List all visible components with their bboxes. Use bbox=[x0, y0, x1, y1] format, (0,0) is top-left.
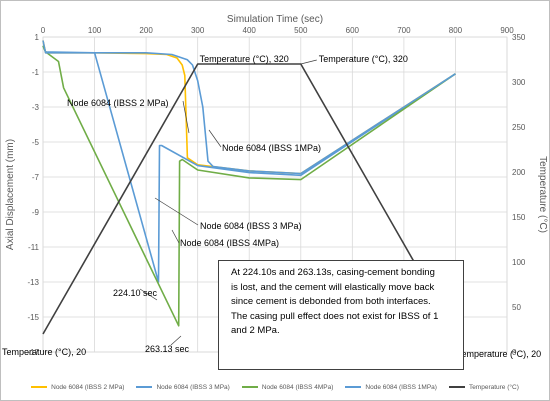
y-tick-label: -9 bbox=[32, 208, 40, 217]
annotation-leader bbox=[171, 229, 180, 244]
annotation-leader bbox=[170, 335, 182, 346]
x-tick-label: 900 bbox=[500, 26, 514, 35]
annotation-label: Temperature (°C), 20 bbox=[2, 347, 86, 357]
series-line bbox=[42, 45, 456, 327]
y-tick-label: -3 bbox=[32, 103, 40, 112]
note-line: and 2 MPa. bbox=[231, 325, 280, 336]
annotation-leader bbox=[300, 59, 317, 65]
legend-label: Node 6084 (IBSS 2 MPa) bbox=[51, 383, 125, 391]
x-tick-label: 700 bbox=[397, 26, 411, 35]
series-lines bbox=[42, 40, 457, 335]
annotation-label: Node 6084 (IBSS 3 MPa) bbox=[200, 221, 302, 231]
annotation-label: Temperature (°C), 20 bbox=[457, 349, 541, 359]
annotations: Temperature (°C), 320 Temperature (°C), 3… bbox=[2, 54, 541, 359]
y-tick-label: 1 bbox=[35, 33, 40, 42]
x-tick-label: 200 bbox=[139, 26, 153, 35]
legend-item: Node 6084 (IBSS 3 MPa) bbox=[136, 383, 230, 391]
x-tick-label: 800 bbox=[449, 26, 463, 35]
annotation-label: 224.10 sec bbox=[113, 288, 158, 298]
chart-legend: Node 6084 (IBSS 2 MPa) Node 6084 (IBSS 3… bbox=[0, 380, 550, 394]
y-axis-title: Axial Displacement (mm) bbox=[5, 139, 16, 250]
annotation-leader bbox=[139, 288, 158, 301]
legend-swatch bbox=[448, 386, 465, 388]
x-tick-label: 0 bbox=[41, 26, 46, 35]
legend-item: Node 6084 (IBSS 2 MPa) bbox=[31, 384, 124, 391]
y-tick-label: -5 bbox=[32, 138, 40, 147]
legend-label: Node 6084 (IBSS 1MPa) bbox=[365, 383, 437, 391]
y-tick-label: -11 bbox=[28, 243, 40, 252]
y2-tick-label: 200 bbox=[512, 168, 526, 177]
legend-label: Node 6084 (IBSS 3 MPa) bbox=[156, 383, 230, 391]
y2-axis-title: Temperature (°C) bbox=[537, 156, 548, 233]
x-tick-label: 400 bbox=[243, 26, 257, 35]
x-tick-label: 500 bbox=[294, 26, 308, 35]
legend-label: Node 6084 (IBSS 4MPa) bbox=[261, 383, 334, 391]
y-tick-label: -7 bbox=[32, 173, 40, 182]
annotation-leader bbox=[208, 129, 222, 148]
annotation-leader bbox=[182, 100, 190, 134]
y2-tick-label: 150 bbox=[512, 213, 526, 222]
annotation-label: Node 6084 (IBSS 2 MPa) bbox=[67, 98, 169, 108]
axes: 0 100 200 300 400 500 600 700 800 9001-1-3-5-7-9-… bbox=[27, 26, 525, 357]
legend-item: Node 6084 (IBSS 1MPa) bbox=[345, 384, 437, 391]
annotation-label: Node 6084 (IBSS 1MPa) bbox=[222, 143, 321, 153]
legend-item: Temperature (°C) bbox=[448, 383, 519, 391]
series-line bbox=[42, 63, 457, 335]
note-line: At 224.10s and 263.13s, casing-cement bo… bbox=[231, 267, 435, 278]
y-tick-label: -15 bbox=[27, 313, 39, 322]
annotation-leader bbox=[154, 197, 199, 226]
annotation-label: Temperature (°C), 320 bbox=[200, 54, 289, 64]
note-line: is lost, and the cement will elastically… bbox=[231, 281, 435, 293]
annotation-note-box: At 224.10s and 263.13s, casing-cement bo… bbox=[218, 260, 464, 370]
x-tick-label: 600 bbox=[346, 26, 360, 35]
annotation-label: 263.13 sec bbox=[145, 344, 190, 354]
x-tick-label: 100 bbox=[88, 26, 102, 35]
annotation-label: Node 6084 (IBSS 4MPa) bbox=[180, 238, 279, 248]
legend-label: Temperature (°C) bbox=[468, 383, 519, 391]
x-axis-title: Simulation Time (sec) bbox=[227, 14, 323, 25]
y2-tick-label: 350 bbox=[512, 33, 526, 42]
y2-tick-label: 100 bbox=[512, 258, 526, 267]
series-line bbox=[42, 40, 456, 175]
y2-tick-label: 0 bbox=[512, 348, 517, 357]
x-tick-label: 300 bbox=[191, 26, 205, 35]
legend-swatch bbox=[136, 386, 153, 388]
y2-tick-label: 250 bbox=[512, 123, 526, 132]
legend-swatch bbox=[345, 386, 362, 388]
note-line: since cement is debonded from both inter… bbox=[231, 296, 431, 307]
y-tick-label: -13 bbox=[27, 278, 39, 287]
note-line: The casing pull effect does not exist fo… bbox=[231, 310, 439, 322]
legend-swatch bbox=[31, 386, 48, 388]
y2-tick-label: 50 bbox=[512, 303, 521, 312]
annotation-label: Temperature (°C), 320 bbox=[319, 54, 408, 64]
y-tick-label: -1 bbox=[32, 68, 40, 77]
legend-item: Node 6084 (IBSS 4MPa) bbox=[241, 383, 334, 391]
y2-tick-label: 300 bbox=[512, 78, 526, 87]
y-tick-label: -17 bbox=[27, 348, 39, 357]
legend-swatch bbox=[241, 386, 258, 388]
